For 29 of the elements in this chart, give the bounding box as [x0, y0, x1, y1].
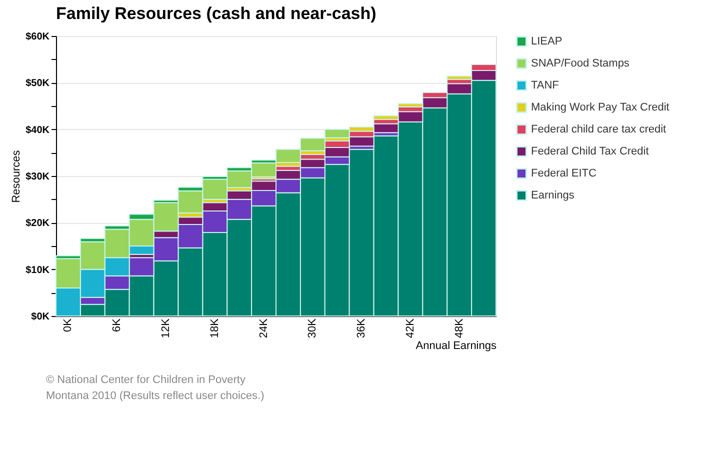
x-tick-label: 18K: [208, 318, 221, 338]
y-tick-label: $10K: [26, 264, 50, 276]
legend-label: Federal child care tax credit: [531, 124, 666, 136]
y-tick-label: $50K: [26, 78, 50, 90]
x-tick-label: 48K: [453, 318, 466, 338]
text: Montana 2010 (Results reflect user choices.): [46, 390, 264, 402]
x-tick-label: 42K: [404, 318, 416, 338]
x-tick-label: 36K: [356, 318, 368, 338]
legend-label: Federal EITC: [531, 168, 596, 180]
legend-label: LIEAP: [531, 36, 562, 48]
x-axis-title: Annual Earnings: [416, 340, 497, 352]
legend-label: Earnings: [531, 190, 575, 202]
x-tick-label: 6K: [111, 318, 124, 332]
legend-label: Federal Child Tax Credit: [531, 146, 649, 158]
legend-label: Making Work Pay Tax Credit: [531, 102, 670, 114]
y-tick-label: $30K: [26, 172, 50, 182]
x-tick-label: 12K: [160, 318, 172, 338]
legend-label: TANF: [531, 80, 560, 92]
x-tick-label: 30K: [306, 318, 319, 338]
legend-label: SNAP/Food Stamps: [531, 58, 630, 70]
text: © National Center for Children in Poverty: [46, 374, 246, 386]
chart-title: Family Resources (cash and near-cash): [56, 4, 376, 23]
y-tick-label: $20K: [26, 218, 50, 230]
y-tick-label: $40K: [26, 124, 50, 136]
x-tick-label: 24K: [258, 318, 270, 338]
y-tick-label: $0K: [31, 312, 50, 322]
x-tick-label: 0K: [62, 318, 74, 332]
y-tick-label: $60K: [26, 32, 50, 42]
y-axis-title: Resources: [10, 150, 23, 203]
